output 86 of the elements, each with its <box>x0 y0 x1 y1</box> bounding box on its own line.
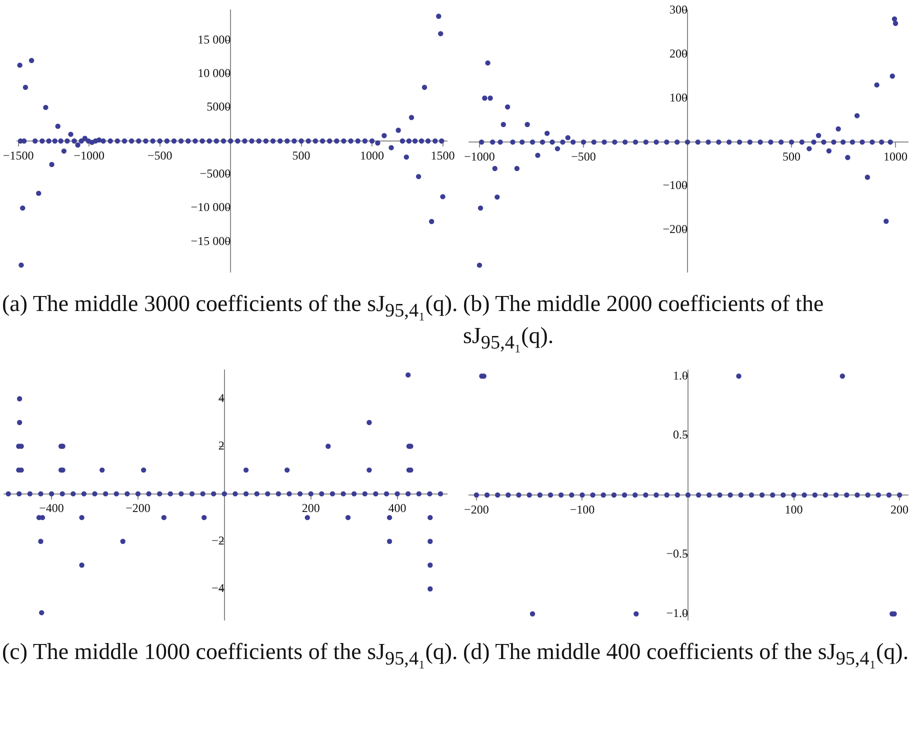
point <box>791 492 796 498</box>
y-tick-label: 0.5 <box>672 427 688 442</box>
point <box>728 492 733 498</box>
point <box>484 492 490 498</box>
point <box>780 492 786 498</box>
y-tick-label: −100 <box>662 178 688 192</box>
point <box>530 610 536 616</box>
point <box>643 492 648 498</box>
point <box>844 492 850 498</box>
point <box>854 492 860 498</box>
point <box>516 492 522 498</box>
x-tick-label: −500 <box>571 149 596 164</box>
y-tick-label: −2 <box>212 533 224 548</box>
y-tick-label: −10 000 <box>190 200 231 214</box>
point <box>886 492 892 498</box>
point <box>600 492 606 498</box>
point <box>506 492 511 498</box>
point <box>664 492 670 498</box>
x-tick-label: −200 <box>464 502 489 516</box>
point <box>685 492 691 498</box>
x-tick-label: −500 <box>147 148 172 162</box>
x-tick-label: 1000 <box>884 149 908 164</box>
x-tick-label: 200 <box>302 500 320 515</box>
x-tick-label: 200 <box>890 502 909 516</box>
text: (b) The middle 2000 coefficients of the sJ$_{95,4₁}$(q). <box>462 290 825 356</box>
point <box>590 492 596 498</box>
y-tick-label: −15 000 <box>190 234 231 248</box>
x-tick-label: 500 <box>782 149 801 164</box>
point <box>654 492 659 498</box>
y-tick-label: 200 <box>670 46 688 60</box>
point <box>802 492 807 498</box>
y-tick-label: −200 <box>662 222 688 236</box>
x-tick-label: 1000 <box>360 148 384 162</box>
x-tick-label: −400 <box>39 500 64 515</box>
point <box>833 492 839 498</box>
x-tick-label: 400 <box>388 500 406 515</box>
point <box>770 492 776 498</box>
point <box>840 373 846 378</box>
point <box>696 492 702 498</box>
point <box>537 492 543 498</box>
x-tick-label: 100 <box>784 502 803 516</box>
text: (c) The middle 1000 coefficients of the sJ$_{95,4₁}$(q). <box>1 638 459 672</box>
point <box>738 492 744 498</box>
point <box>674 492 680 498</box>
point <box>896 492 902 498</box>
y-tick-label: 10 000 <box>198 66 231 80</box>
point <box>812 492 818 498</box>
point <box>822 492 828 498</box>
text: (d) The middle 400 coefficients of the sJ$_{95,4₁}$(q). <box>462 638 910 672</box>
y-tick-label: −0.5 <box>666 546 688 560</box>
x-tick-label: −1000 <box>464 149 495 164</box>
point <box>865 492 870 498</box>
x-tick-label: 1500 <box>430 148 455 162</box>
x-tick-label: −200 <box>126 500 150 515</box>
text: (a) The middle 3000 coefficients of the sJ$_{95,4₁}$(q). <box>1 290 459 324</box>
point <box>558 492 564 498</box>
point <box>759 492 765 498</box>
y-tick-label: −1.0 <box>666 606 688 620</box>
point <box>569 492 574 498</box>
y-tick-label: −5000 <box>200 166 231 181</box>
point <box>632 492 638 498</box>
point <box>876 492 881 498</box>
x-tick-label: −100 <box>570 502 595 516</box>
point <box>580 492 585 498</box>
x-tick-label: −1500 <box>3 148 34 162</box>
y-tick-label: 100 <box>670 90 688 104</box>
y-tick-label: 1.0 <box>672 368 688 382</box>
point <box>548 492 554 498</box>
point <box>634 610 639 616</box>
point <box>736 373 742 378</box>
x-tick-label: −1000 <box>74 148 105 162</box>
point <box>474 492 480 498</box>
point <box>611 492 617 498</box>
point <box>717 492 722 498</box>
point <box>706 492 712 498</box>
point <box>622 492 628 498</box>
point <box>495 492 500 498</box>
y-tick-label: 5000 <box>206 100 231 114</box>
y-tick-label: 15 000 <box>198 32 231 47</box>
y-tick-label: 2 <box>218 438 224 452</box>
y-tick-label: 4 <box>218 390 224 404</box>
point <box>526 492 532 498</box>
point <box>748 492 754 498</box>
y-tick-label: −4 <box>212 580 224 595</box>
x-tick-label: 500 <box>292 148 310 162</box>
y-tick-label: 300 <box>670 2 688 16</box>
